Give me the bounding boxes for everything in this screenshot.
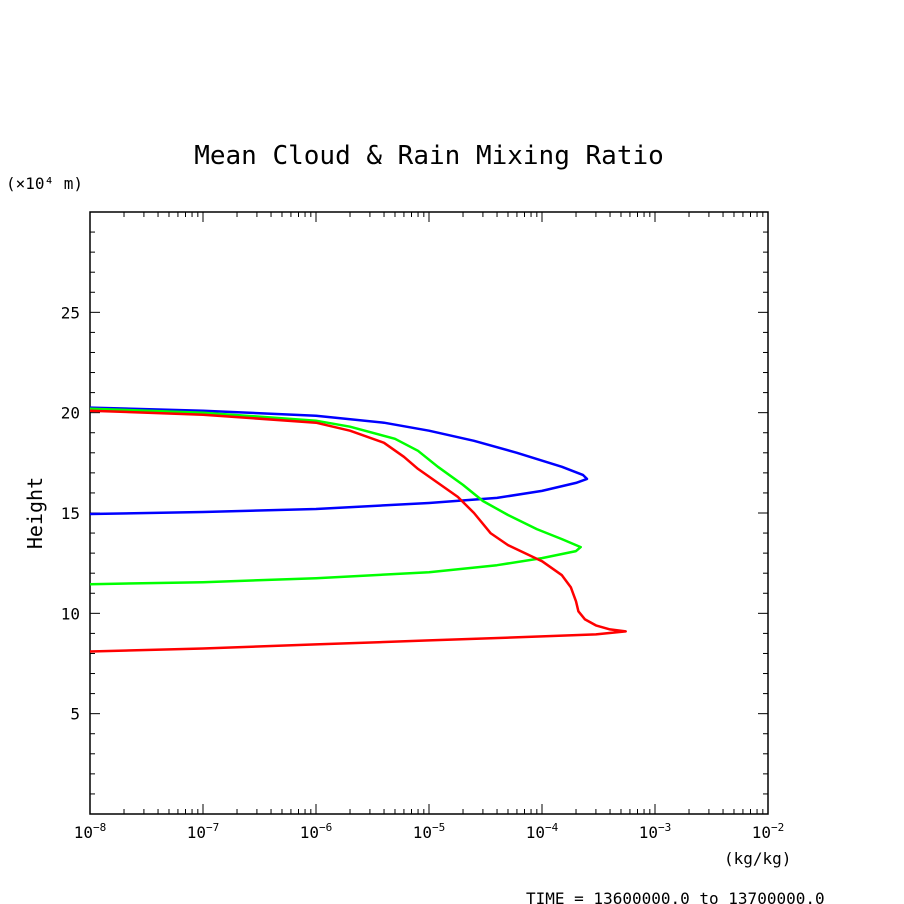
x-tick-label: 10−3 (639, 821, 672, 842)
y-tick-label: 20 (61, 404, 80, 423)
series-line-2 (89, 407, 582, 586)
series-line-1 (89, 406, 589, 516)
x-tick-label: 10−2 (752, 821, 785, 842)
y-tick-label: 15 (61, 504, 80, 523)
y-axis-label: Height (23, 477, 47, 549)
x-tick-label: 10−8 (74, 821, 107, 842)
y-tick-label: 5 (70, 705, 80, 724)
x-tick-label: 10−7 (187, 821, 220, 842)
y-tick-label: 10 (61, 604, 80, 623)
footer-time: TIME = 13600000.0 to 13700000.0 (526, 889, 825, 904)
series-layer (89, 406, 627, 653)
x-tick-label: 10−4 (526, 821, 559, 842)
y-axis-unit: (×10⁴ m) (6, 174, 83, 193)
x-tick-label: 10−5 (413, 821, 446, 842)
y-tick-label: 25 (61, 303, 80, 322)
x-axis-unit: (kg/kg) (724, 849, 791, 868)
series-line-3 (89, 409, 627, 653)
chart-title: Mean Cloud & Rain Mixing Ratio (194, 141, 664, 171)
x-tick-label: 10−6 (300, 821, 333, 842)
axis-ticks (90, 212, 768, 814)
tick-labels: 5 10 15 20 25 10−8 10−7 10−6 10−5 10−4 10−3 10−2 (61, 303, 785, 842)
